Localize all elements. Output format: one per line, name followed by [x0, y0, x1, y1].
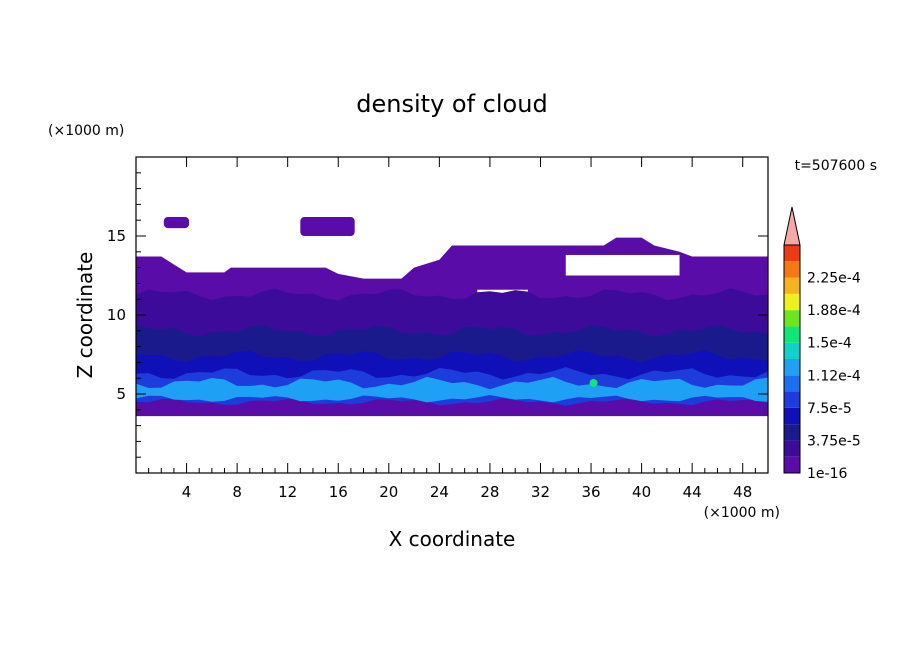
colorbar-label: 1.88e-4: [807, 303, 861, 319]
colorbar-swatch: [784, 407, 800, 425]
colorbar-label: 7.5e-5: [807, 401, 852, 417]
colorbar-swatch: [784, 391, 800, 408]
x-tick-label: 4: [182, 483, 192, 501]
colorbar-swatch: [784, 326, 800, 343]
x-tick-label: 44: [683, 483, 702, 501]
clear-gap: [565, 254, 680, 276]
x-tick-label: 16: [329, 483, 348, 501]
y-axis-label: Z coordinate: [73, 252, 97, 379]
x-tick-label: 8: [232, 483, 242, 501]
colorbar-extend-arrow: [783, 206, 801, 246]
colorbar-swatch: [784, 245, 800, 262]
colorbar-swatch: [784, 359, 800, 376]
y-tick-label: 15: [107, 227, 126, 245]
colorbar-label: 1.5e-4: [807, 336, 852, 352]
density-peak: [589, 378, 598, 387]
isolated-cloud-patch: [300, 217, 355, 236]
colorbar-swatch: [784, 342, 800, 359]
x-tick-label: 28: [480, 483, 499, 501]
colorbar-swatch: [784, 424, 800, 441]
colorbar-swatch: [784, 375, 800, 392]
x-tick-label: 32: [531, 483, 550, 501]
y-unit-label: (×1000 m): [48, 123, 124, 139]
x-tick-label: 36: [581, 483, 600, 501]
colorbar-label: 1.12e-4: [807, 368, 861, 384]
colorbar-label: 1e-16: [807, 466, 847, 482]
colorbar-swatch: [784, 440, 800, 457]
x-tick-label: 40: [632, 483, 651, 501]
x-tick-label: 12: [278, 483, 297, 501]
colorbar-label: 2.25e-4: [807, 271, 861, 287]
colorbar-frame: [783, 244, 801, 474]
x-axis-label: X coordinate: [389, 527, 516, 551]
colorbar-swatch: [784, 456, 800, 473]
time-label: t=507600 s: [795, 158, 877, 174]
colorbar-label: 3.75e-5: [807, 433, 861, 449]
colorbar-swatch: [784, 310, 800, 327]
y-tick-label: 5: [116, 385, 126, 403]
x-tick-label: 20: [379, 483, 398, 501]
isolated-cloud-patch: [163, 217, 190, 229]
colorbar-swatch: [784, 293, 800, 311]
x-tick-label: 24: [430, 483, 449, 501]
density-band: [136, 376, 768, 403]
y-tick-label: 10: [107, 306, 126, 324]
x-unit-label: (×1000 m): [704, 505, 780, 521]
colorbar: 1e-16 3.75e-5 7.5e-5 1.12e-4 1.5e-4 1.88e-4 2.…: [783, 206, 861, 482]
colorbar-swatch: [784, 261, 800, 278]
x-tick-label: 48: [733, 483, 752, 501]
colorbar-swatch: [784, 277, 800, 294]
cloud-density-field: [136, 217, 768, 417]
chart-title: density of cloud: [356, 90, 547, 118]
